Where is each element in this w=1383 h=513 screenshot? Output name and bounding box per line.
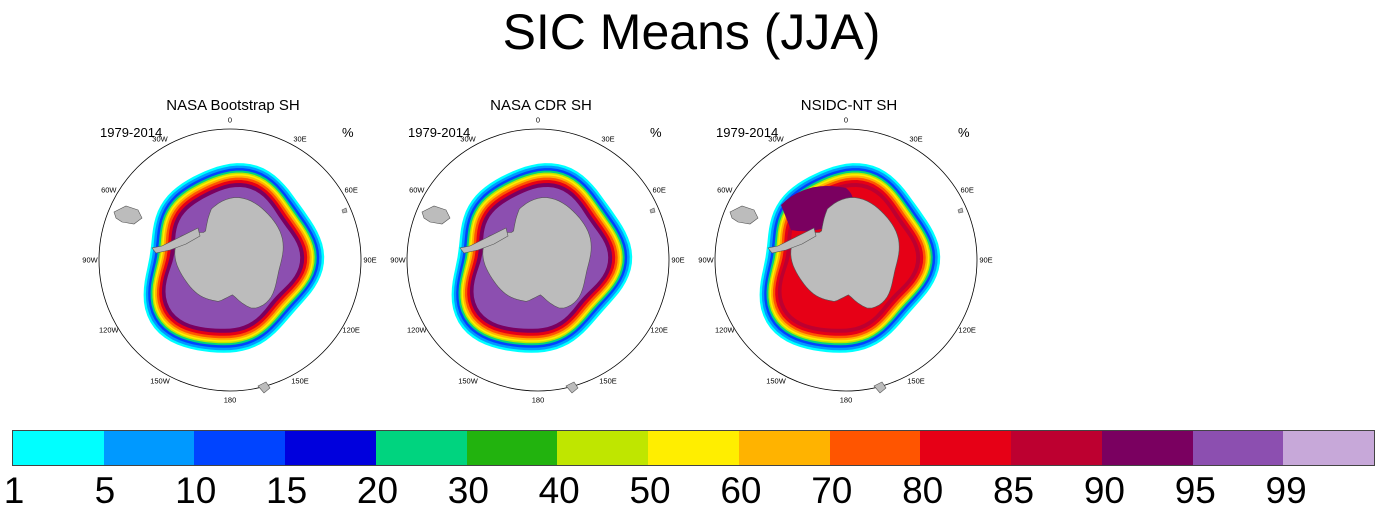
colorbar-swatch [375,431,467,465]
colorbar-tick-label: 5 [94,470,116,511]
longitude-label: 180 [532,396,545,405]
longitude-label: 30W [768,134,784,143]
colorbar-swatch [1192,431,1284,465]
longitude-label: 180 [224,396,237,405]
panel-units: % [342,125,354,140]
longitude-label: 90E [363,256,376,265]
longitude-label: 30E [293,134,306,143]
colorbar-tick-label: 80 [902,470,944,511]
south-america-landmass [113,205,143,225]
longitude-label: 0 [228,116,232,125]
longitude-label: 90E [671,256,684,265]
colorbar-tick-label: 60 [720,470,762,511]
panel-period: 1979-2014 [100,125,163,140]
colorbar-swatch [103,431,195,465]
south-america-landmass [421,205,451,225]
longitude-label: 60W [101,186,117,195]
colorbar-tick-label: 95 [1174,470,1216,511]
colorbar-swatch [648,431,739,465]
colorbar-tick-label: 40 [538,470,580,511]
island-landmass [649,207,656,214]
longitude-label: 60E [345,186,358,195]
longitude-label: 150W [766,377,787,386]
island-landmass [257,381,271,394]
colorbar-tick-label: 50 [629,470,671,511]
longitude-label: 120W [99,326,120,335]
colorbar-tick-label: 90 [1083,470,1125,511]
south-america-landmass [729,205,759,225]
longitude-label: 60W [717,186,733,195]
antarctic-peninsula [767,227,817,254]
polar-map: 0 30E 60E 90E 120E 150E 180 150W 120W 90W 60W 30W [82,116,376,405]
longitude-label: 150E [907,377,925,386]
longitude-label: 120E [650,326,668,335]
longitude-label: 90W [390,256,406,265]
longitude-label: 0 [536,116,540,125]
colorbar-tick-label: 1 [3,470,25,511]
colorbar-tick-label: 20 [356,470,399,511]
colorbar-swatch [557,431,649,465]
longitude-label: 90E [979,256,992,265]
panel-units: % [958,125,970,140]
longitude-label: 150E [291,377,309,386]
longitude-label: 60E [653,186,666,195]
colorbar-swatch [466,431,558,465]
longitude-label: 90W [82,256,98,265]
colorbar-tick-label: 99 [1265,470,1307,511]
longitude-label: 0 [844,116,848,125]
colorbar-swatch [920,431,1012,465]
colorbar [12,430,1375,466]
longitude-label: 150W [458,377,479,386]
longitude-label: 120E [342,326,360,335]
island-landmass [957,207,964,214]
panel-period: 1979-2014 [716,125,779,140]
colorbar-swatch [738,431,830,465]
longitude-label: 60E [961,186,974,195]
colorbar-tick-label: 30 [447,470,489,511]
colorbar-tick-label: 85 [992,470,1035,511]
longitude-label: 120E [958,326,976,335]
longitude-label: 30W [152,134,168,143]
island-landmass [873,381,887,394]
island-landmass [565,381,579,394]
colorbar-tick-label: 15 [266,470,308,511]
longitude-label: 120W [407,326,428,335]
map-panel-nsidc-nt: NSIDC-NT SH 1979-2014 % 0 30E 60E 90E 120E 15… [698,95,1016,415]
colorbar-swatch [13,431,104,465]
panel-title: NSIDC-NT SH [800,97,898,114]
longitude-label: 30E [909,134,922,143]
colorbar-tick-label: 10 [175,470,217,511]
map-panel-bootstrap: NASA Bootstrap SH 1979-2014 % 0 30E 60E 90E… [82,95,400,415]
antarctic-peninsula [151,227,201,254]
panel-units: % [650,125,662,140]
longitude-label: 180 [840,396,853,405]
island-landmass [341,207,348,214]
map-panel-cdr: NASA CDR SH 1979-2014 % 0 30E 60E 90E 120E 15… [390,95,708,415]
polar-map: 0 30E 60E 90E 120E 150E 180 150W 120W 90W 60W 30W [390,116,684,405]
longitude-label: 60W [409,186,425,195]
panel-title: NASA Bootstrap SH [166,97,300,114]
colorbar-swatch [1101,431,1193,465]
panel-period: 1979-2014 [408,125,471,140]
longitude-label: 120W [715,326,736,335]
longitude-label: 90W [698,256,714,265]
panel-title: NASA CDR SH [490,97,592,114]
colorbar-swatch [829,431,921,465]
figure-title: SIC Means (JJA) [502,4,881,60]
colorbar-swatch [1011,431,1102,465]
longitude-label: 150E [599,377,617,386]
polar-map: 0 30E 60E 90E 120E 150E 180 150W 120W 90W 60W 30W [698,116,992,405]
colorbar-swatch [285,431,376,465]
longitude-label: 30E [601,134,614,143]
colorbar-swatch [194,431,286,465]
longitude-label: 30W [460,134,476,143]
antarctic-peninsula [459,227,509,254]
colorbar-tick-label: 70 [811,470,853,511]
longitude-label: 150W [150,377,171,386]
colorbar-swatch [1283,431,1375,465]
